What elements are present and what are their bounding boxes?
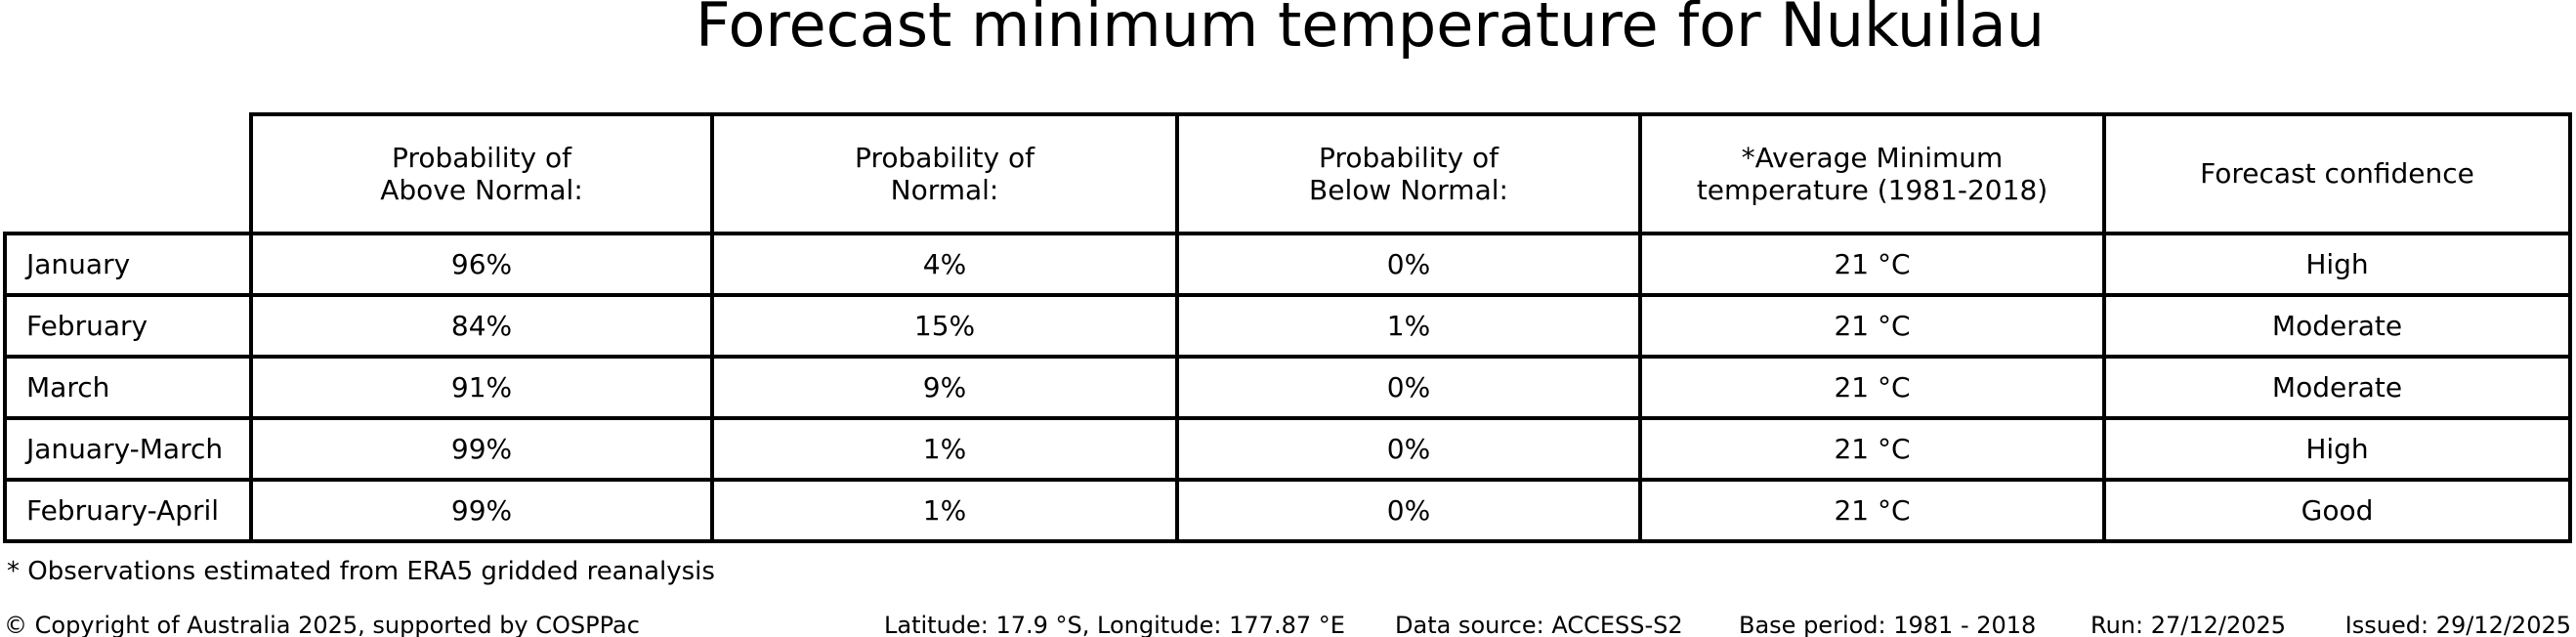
cell-normal: 9% <box>710 355 1179 420</box>
observations-footnote: * Observations estimated from ERA5 gridd… <box>7 557 715 586</box>
row-label: January <box>3 232 253 297</box>
cell-avg-min-temperature: 21 °C <box>1638 355 2106 420</box>
col-header-avg-min-temperature: *Average Minimum temperature (1981-2018) <box>1638 112 2106 235</box>
cell-below-normal: 0% <box>1175 478 1642 543</box>
cell-forecast-confidence: High <box>2102 416 2572 482</box>
cell-above-normal: 99% <box>249 416 714 482</box>
run-date-text: Run: 27/12/2025 <box>2090 612 2287 637</box>
row-label: February <box>3 293 253 359</box>
cell-above-normal: 99% <box>249 478 714 543</box>
cell-normal: 1% <box>710 416 1179 482</box>
cell-avg-min-temperature: 21 °C <box>1638 478 2106 543</box>
col-header-normal: Probability of Normal: <box>710 112 1179 235</box>
cell-avg-min-temperature: 21 °C <box>1638 416 2106 482</box>
copyright-text: © Copyright of Australia 2025, supported… <box>4 612 640 637</box>
cell-normal: 15% <box>710 293 1179 359</box>
cell-forecast-confidence: High <box>2102 232 2572 297</box>
data-source-text: Data source: ACCESS-S2 <box>1395 612 1683 637</box>
cell-forecast-confidence: Moderate <box>2102 293 2572 359</box>
col-header-above-normal: Probability of Above Normal: <box>249 112 714 235</box>
forecast-table: Probability of Above Normal: Probability… <box>3 112 2572 543</box>
table-row-february-april: February-April 99% 1% 0% 21 °C Good <box>3 478 2572 543</box>
location-coordinates: Latitude: 17.9 °S, Longitude: 177.87 °E <box>884 612 1345 637</box>
cell-above-normal: 91% <box>249 355 714 420</box>
row-label: March <box>3 355 253 420</box>
table-row-january: January 96% 4% 0% 21 °C High <box>3 232 2572 297</box>
table-header-row: Probability of Above Normal: Probability… <box>5 112 2572 235</box>
col-header-below-normal: Probability of Below Normal: <box>1175 112 1642 235</box>
page-title: Forecast minimum temperature for Nukuila… <box>696 0 2046 61</box>
col-header-forecast-confidence: Forecast confidence <box>2102 112 2572 235</box>
table-row-february: February 84% 15% 1% 21 °C Moderate <box>3 293 2572 359</box>
row-label: February-April <box>3 478 253 543</box>
cell-normal: 1% <box>710 478 1179 543</box>
cell-above-normal: 84% <box>249 293 714 359</box>
cell-forecast-confidence: Moderate <box>2102 355 2572 420</box>
cell-below-normal: 0% <box>1175 355 1642 420</box>
cell-normal: 4% <box>710 232 1179 297</box>
table-row-march: March 91% 9% 0% 21 °C Moderate <box>3 355 2572 420</box>
cell-avg-min-temperature: 21 °C <box>1638 293 2106 359</box>
issued-date-text: Issued: 29/12/2025 <box>2344 612 2571 637</box>
base-period-text: Base period: 1981 - 2018 <box>1739 612 2037 637</box>
table-corner-cell <box>5 114 251 234</box>
cell-below-normal: 1% <box>1175 293 1642 359</box>
cell-forecast-confidence: Good <box>2102 478 2572 543</box>
table-row-january-march: January-March 99% 1% 0% 21 °C High <box>3 416 2572 482</box>
row-label: January-March <box>3 416 253 482</box>
cell-below-normal: 0% <box>1175 232 1642 297</box>
cell-avg-min-temperature: 21 °C <box>1638 232 2106 297</box>
cell-below-normal: 0% <box>1175 416 1642 482</box>
cell-above-normal: 96% <box>249 232 714 297</box>
